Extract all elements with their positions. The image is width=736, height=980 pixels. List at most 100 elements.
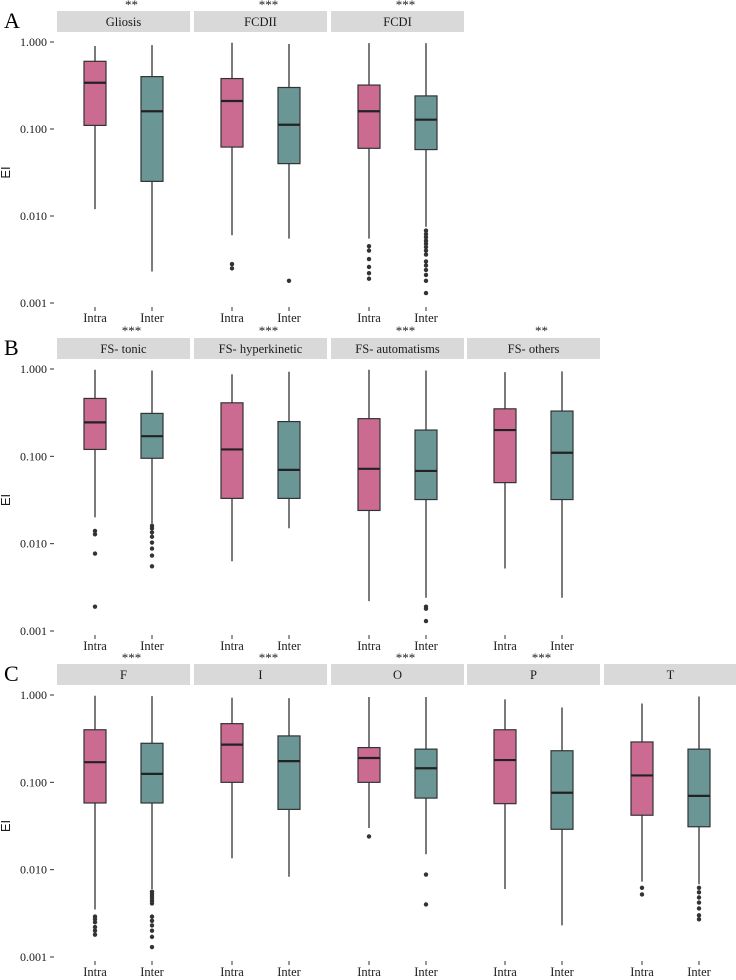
box-inter: Inter (277, 371, 302, 653)
box-intra: Intra (83, 695, 107, 979)
x-tick-label: Inter (140, 311, 164, 325)
significance-label: ** (535, 323, 548, 338)
box-iqr (414, 95, 438, 151)
box-inter: Inter (550, 707, 575, 979)
x-tick-label: Intra (493, 965, 517, 979)
box-inter: Inter (140, 696, 165, 979)
x-tick-label: Intra (83, 965, 107, 979)
facet-strip (194, 11, 327, 32)
box-intra: Intra (220, 697, 244, 979)
y-tick-label: 0.001 (20, 624, 47, 638)
outlier-point (639, 892, 645, 897)
y-tick-label: 0.010 (20, 537, 47, 551)
outlier-point (423, 290, 429, 296)
facet-strip (331, 338, 464, 359)
outlier-point (149, 928, 155, 933)
facet: Gliosis ** Intra Inter (57, 0, 190, 325)
box-intra: Intra (493, 372, 517, 653)
facet-strip-label: FS- automatisms (355, 342, 440, 356)
panel-letter: B (4, 335, 19, 360)
box-inter: Inter (687, 696, 712, 979)
significance-label: *** (396, 323, 416, 338)
outlier-point (696, 900, 702, 905)
x-tick-label: Intra (83, 639, 107, 653)
facet-strip-label: FCDI (383, 15, 411, 29)
outlier-point (639, 885, 645, 890)
outlier-point (696, 890, 702, 895)
x-tick-label: Intra (357, 639, 381, 653)
outlier-point (149, 934, 155, 940)
outlier-point (92, 551, 98, 556)
box-iqr (83, 60, 107, 126)
outlier-point (92, 932, 98, 937)
outlier-point (149, 546, 155, 551)
outlier-point (696, 906, 702, 911)
outlier-point (423, 228, 429, 233)
box-intra: Intra (220, 42, 244, 325)
y-tick-label: 0.001 (20, 296, 47, 310)
x-tick-label: Intra (220, 639, 244, 653)
significance-label: *** (396, 650, 416, 665)
box-iqr (357, 84, 381, 149)
box-iqr (220, 77, 244, 148)
facet-strip (331, 11, 464, 32)
box-iqr (220, 402, 244, 499)
outlier-point (423, 259, 429, 264)
facet-strip (604, 664, 736, 685)
significance-label: *** (259, 0, 279, 12)
panel-c: C EI 0.001 0.010 0.100 1.000 F *** Intra Inter I **… (0, 650, 736, 979)
box-inter: Inter (277, 43, 302, 325)
outlier-point (149, 901, 155, 906)
y-tick-label: 0.100 (20, 449, 47, 463)
outlier-point (423, 872, 429, 877)
outlier-point (366, 834, 372, 839)
x-tick-label: Intra (493, 639, 517, 653)
box-iqr (493, 729, 517, 805)
facet-strip (194, 664, 327, 685)
outlier-point (423, 267, 429, 273)
box-intra: Intra (83, 369, 107, 653)
box-iqr (357, 418, 381, 512)
facet-strip-label: Gliosis (106, 15, 142, 29)
facet-strip (331, 664, 464, 685)
y-tick-label: 0.100 (20, 122, 47, 136)
outlier-point (423, 252, 429, 257)
x-tick-label: Inter (277, 965, 301, 979)
outlier-point (423, 606, 429, 611)
facet: FS- hyperkinetic *** Intra Inter (194, 323, 327, 653)
box-iqr (414, 748, 438, 799)
outlier-point (366, 243, 372, 249)
y-tick-label: 1.000 (20, 35, 47, 49)
outlier-point (149, 923, 155, 928)
panel-a: A EI 0.001 0.010 0.100 1.000 Gliosis ** Intra Int… (0, 0, 464, 325)
x-tick-label: Intra (357, 965, 381, 979)
outlier-point (149, 526, 155, 531)
facet-strip (57, 664, 190, 685)
facet: FS- others ** Intra Inter (467, 323, 600, 653)
x-tick-label: Intra (220, 965, 244, 979)
outlier-point (149, 564, 155, 569)
significance-label: *** (259, 650, 279, 665)
y-axis-title: EI (0, 820, 13, 832)
facet: F *** Intra Inter (57, 650, 190, 979)
outlier-point (366, 276, 372, 281)
facet-strip-label: FS- tonic (100, 342, 147, 356)
facet: O *** Intra Inter (331, 650, 464, 979)
x-tick-label: Intra (357, 311, 381, 325)
box-iqr (83, 397, 107, 451)
facet-strip-label: T (667, 668, 675, 682)
box-intra: Intra (630, 703, 654, 979)
outlier-point (423, 278, 429, 283)
outlier-point (92, 920, 98, 925)
x-tick-label: Intra (220, 311, 244, 325)
facet-strip-label: P (530, 668, 537, 682)
y-tick-label: 0.010 (20, 209, 47, 223)
significance-label: *** (396, 0, 416, 12)
significance-label: *** (122, 323, 142, 338)
box-iqr (550, 410, 574, 501)
x-tick-label: Inter (414, 639, 438, 653)
box-iqr (550, 750, 574, 830)
outlier-point (149, 534, 155, 539)
outlier-point (229, 266, 235, 271)
y-tick-label: 0.010 (20, 863, 47, 877)
